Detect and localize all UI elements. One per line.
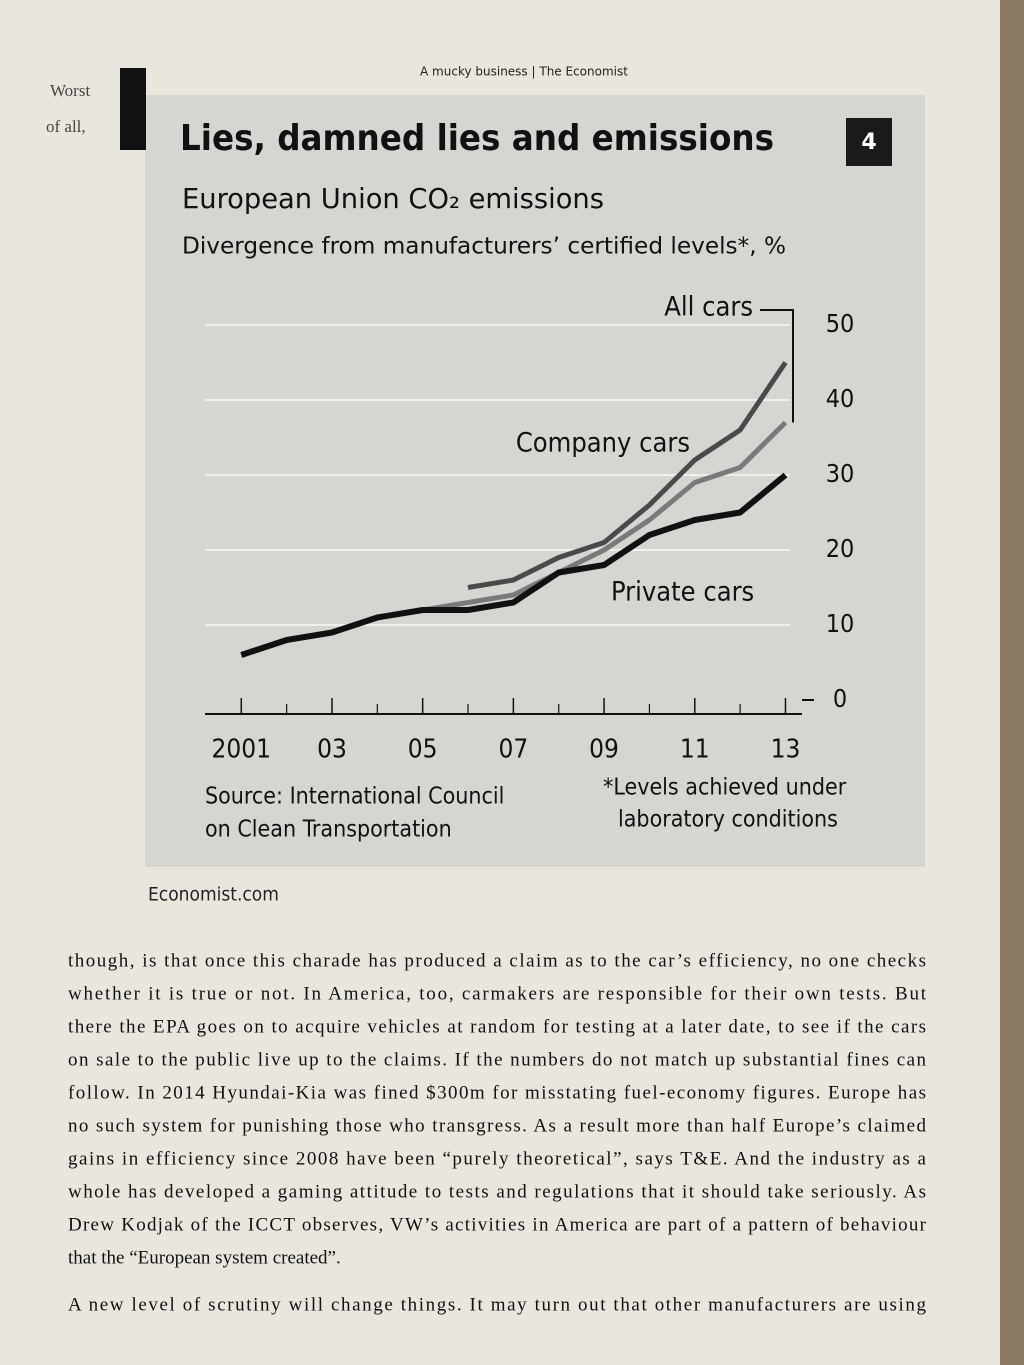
chart-title: Lies, damned lies and emissions [180,118,774,159]
body-line: no such system for punishing those who t… [68,1115,926,1136]
body-line: whole has developed a gaming attitude to… [68,1181,926,1202]
x-tick-label: 03 [317,735,347,765]
series-label: All cars [664,292,753,323]
body-line: that the “European system created”. [68,1247,341,1268]
x-tick-label: 07 [498,735,528,765]
y-tick-label: 40 [826,384,855,413]
x-tick-label: 2001 [212,735,272,765]
series-label: Company cars [516,428,690,459]
chart-panel [145,95,925,867]
y-tick-label: 50 [826,309,855,338]
margin-note: Worst [50,81,90,100]
x-tick-label: 05 [408,735,438,765]
series-callout [760,309,794,423]
chart-subtitle: European Union CO₂ emissions [182,182,604,215]
body-line: though, is that once this charade has pr… [68,950,926,971]
y-tick-label: 30 [826,459,855,488]
footnote: laboratory conditions [618,807,838,833]
body-line: there the EPA goes on to acquire vehicle… [68,1016,926,1037]
x-tick-label: 13 [771,735,801,765]
figure-number: 4 [861,130,876,155]
body-line: gains in efficiency since 2008 have been… [68,1148,927,1169]
figure-number-box [846,118,892,166]
y-tick-label: 0 [833,684,847,713]
series-line [240,472,788,658]
page-edge [1000,0,1024,1365]
x-tick-label: 11 [680,735,710,765]
footnote: *Levels achieved under [603,775,847,801]
body-line: whether it is true or not. In America, t… [68,983,927,1004]
body-line: Drew Kodjak of the ICCT observes, VW’s a… [68,1214,927,1235]
series-label: Private cars [611,577,754,608]
article-body: though, is that once this charade has pr… [68,950,927,1315]
running-head: A mucky business | The Economist [420,65,628,79]
margin-note: of all, [46,117,86,136]
body-line: follow. In 2014 Hyundai-Kia was fined $3… [68,1082,926,1103]
x-tick-label: 09 [589,735,619,765]
y-tick-label: 20 [826,534,855,563]
credit: Economist.com [148,884,279,906]
body-line: A new level of scrutiny will change thin… [68,1294,927,1315]
body-line: on sale to the public live up to the cla… [68,1049,927,1070]
source: Source: International Council [205,784,504,810]
source: on Clean Transportation [205,817,452,843]
chart-bar [120,68,146,150]
y-tick-label: 10 [826,609,855,638]
series-line [467,361,788,590]
chart: 0 10 20 30 40 50 2001 03 05 07 09 11 13 All cars Compa… [205,292,854,765]
y-axis-label: Divergence from manufacturers’ certified… [182,234,786,260]
